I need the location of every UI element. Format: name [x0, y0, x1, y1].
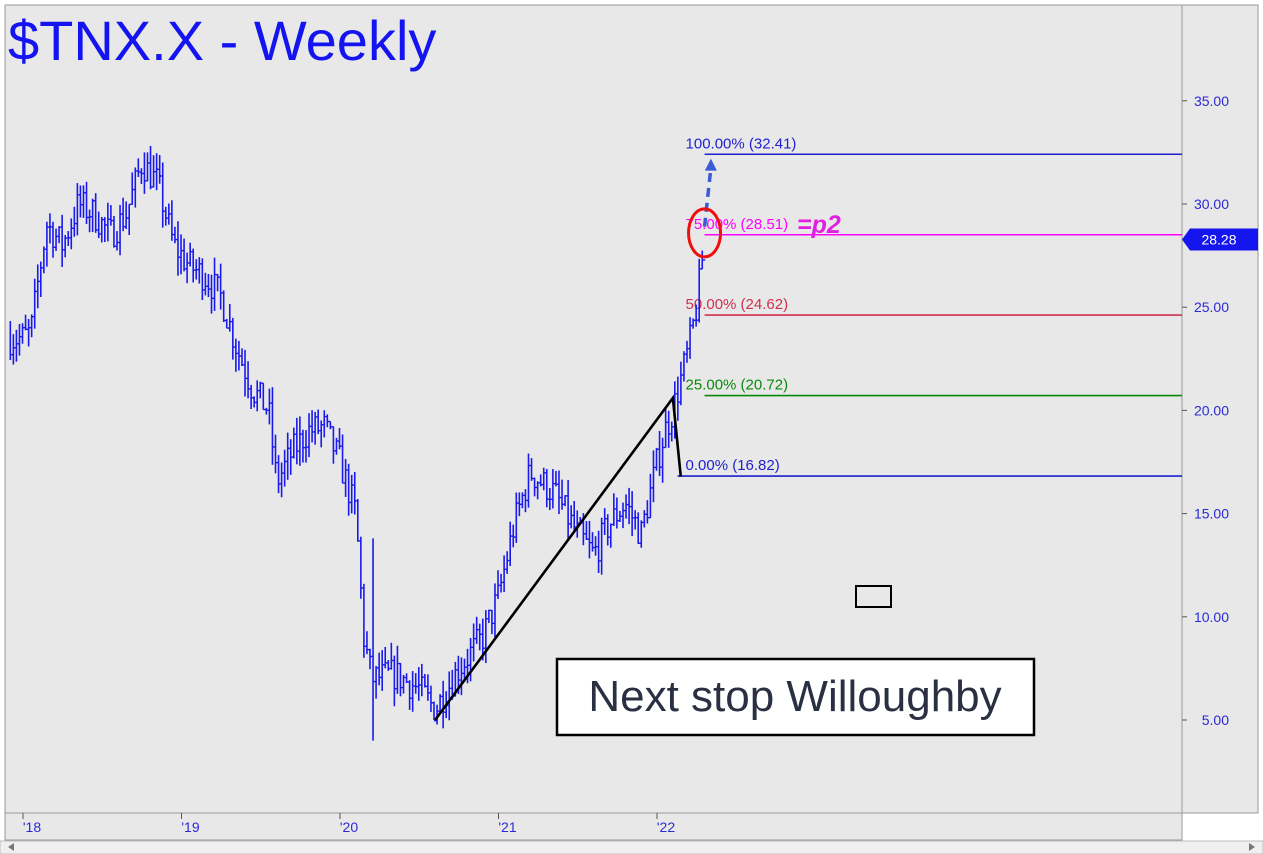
callout-box — [555, 657, 1036, 737]
y-axis-tick-label: 35.00 — [1194, 93, 1229, 109]
y-axis-tick-label: 25.00 — [1194, 299, 1229, 315]
empty-annotation-box — [855, 585, 892, 608]
callout-text: Next stop Willoughby — [588, 672, 1001, 721]
x-axis-tick-label: '21 — [498, 819, 516, 835]
target-arrow-shaft — [702, 167, 713, 227]
price-axis-panel — [1181, 4, 1259, 814]
fib-level-label: 25.00% (20.72) — [686, 377, 789, 394]
y-axis-tick-label: 5.00 — [1202, 712, 1229, 728]
target-arrow-head — [704, 158, 717, 171]
x-axis-tick-label: '19 — [181, 819, 199, 835]
scroll-left-arrow-icon[interactable] — [8, 843, 14, 851]
p2-label: =p2 — [797, 211, 841, 239]
x-axis-tick-label: '22 — [657, 819, 675, 835]
fib-level-label: 0.00% (16.82) — [686, 457, 780, 474]
red-circle-highlight — [687, 207, 723, 259]
last-price-label: 28.28 — [1201, 232, 1236, 248]
fib-level-label: 100.00% (32.41) — [686, 135, 797, 152]
horizontal-scrollbar[interactable] — [0, 840, 1263, 854]
time-axis-panel — [4, 812, 1183, 841]
y-axis-tick-label: 15.00 — [1194, 506, 1229, 522]
y-axis-tick-label: 30.00 — [1194, 196, 1229, 212]
x-axis-tick-label: '18 — [23, 819, 41, 835]
chart-title: $TNX.X - Weekly — [8, 9, 436, 72]
y-axis-tick-label: 20.00 — [1194, 402, 1229, 418]
y-axis-tick-label: 10.00 — [1194, 609, 1229, 625]
abc-pattern-line — [434, 394, 683, 721]
last-price-tag — [1182, 228, 1258, 251]
fib-level-label: 75.00% (28.51) — [686, 216, 789, 233]
x-axis-tick-label: '20 — [340, 819, 358, 835]
fib-level-label: 50.00% (24.62) — [686, 296, 789, 313]
scroll-right-arrow-icon[interactable] — [1249, 843, 1255, 851]
price-bar — [701, 250, 706, 270]
